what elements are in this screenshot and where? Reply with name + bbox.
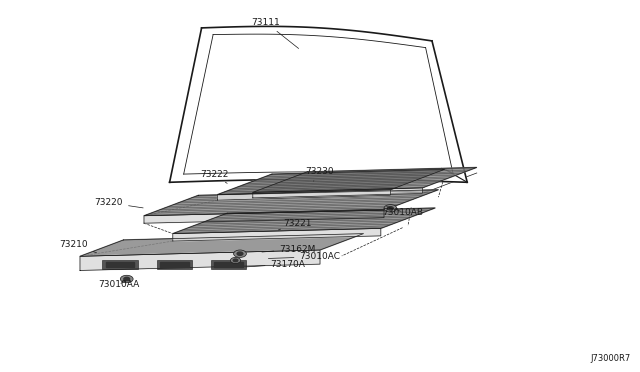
Bar: [106, 262, 134, 267]
Polygon shape: [218, 190, 390, 200]
Text: 73210: 73210: [60, 240, 97, 253]
Bar: [211, 260, 246, 269]
Text: J73000R7: J73000R7: [590, 354, 630, 363]
Circle shape: [237, 252, 243, 255]
Text: 73170A: 73170A: [246, 260, 305, 269]
Polygon shape: [144, 210, 384, 223]
Polygon shape: [144, 190, 438, 216]
Circle shape: [388, 206, 393, 210]
Polygon shape: [173, 228, 381, 241]
Bar: [102, 260, 138, 269]
Text: 73010AC: 73010AC: [268, 252, 340, 261]
Polygon shape: [253, 167, 477, 192]
Text: 73220: 73220: [95, 198, 143, 208]
Text: 73010AB: 73010AB: [383, 206, 424, 217]
Text: 73010AA: 73010AA: [98, 280, 139, 289]
Bar: [157, 260, 192, 269]
Text: 73230: 73230: [306, 167, 334, 181]
Text: 73111: 73111: [252, 18, 299, 48]
Circle shape: [230, 257, 241, 263]
Polygon shape: [170, 26, 467, 182]
Text: 73162M: 73162M: [262, 245, 316, 254]
Polygon shape: [173, 208, 435, 234]
Text: 73221: 73221: [278, 219, 312, 230]
Polygon shape: [253, 188, 422, 198]
Polygon shape: [80, 234, 364, 256]
Text: 73222: 73222: [200, 170, 228, 183]
Circle shape: [234, 250, 246, 257]
Circle shape: [120, 275, 133, 283]
Circle shape: [384, 205, 397, 212]
Circle shape: [124, 277, 129, 280]
Bar: [160, 262, 189, 267]
Polygon shape: [218, 169, 445, 195]
Polygon shape: [80, 250, 320, 270]
Bar: [214, 262, 243, 267]
Circle shape: [233, 259, 238, 262]
